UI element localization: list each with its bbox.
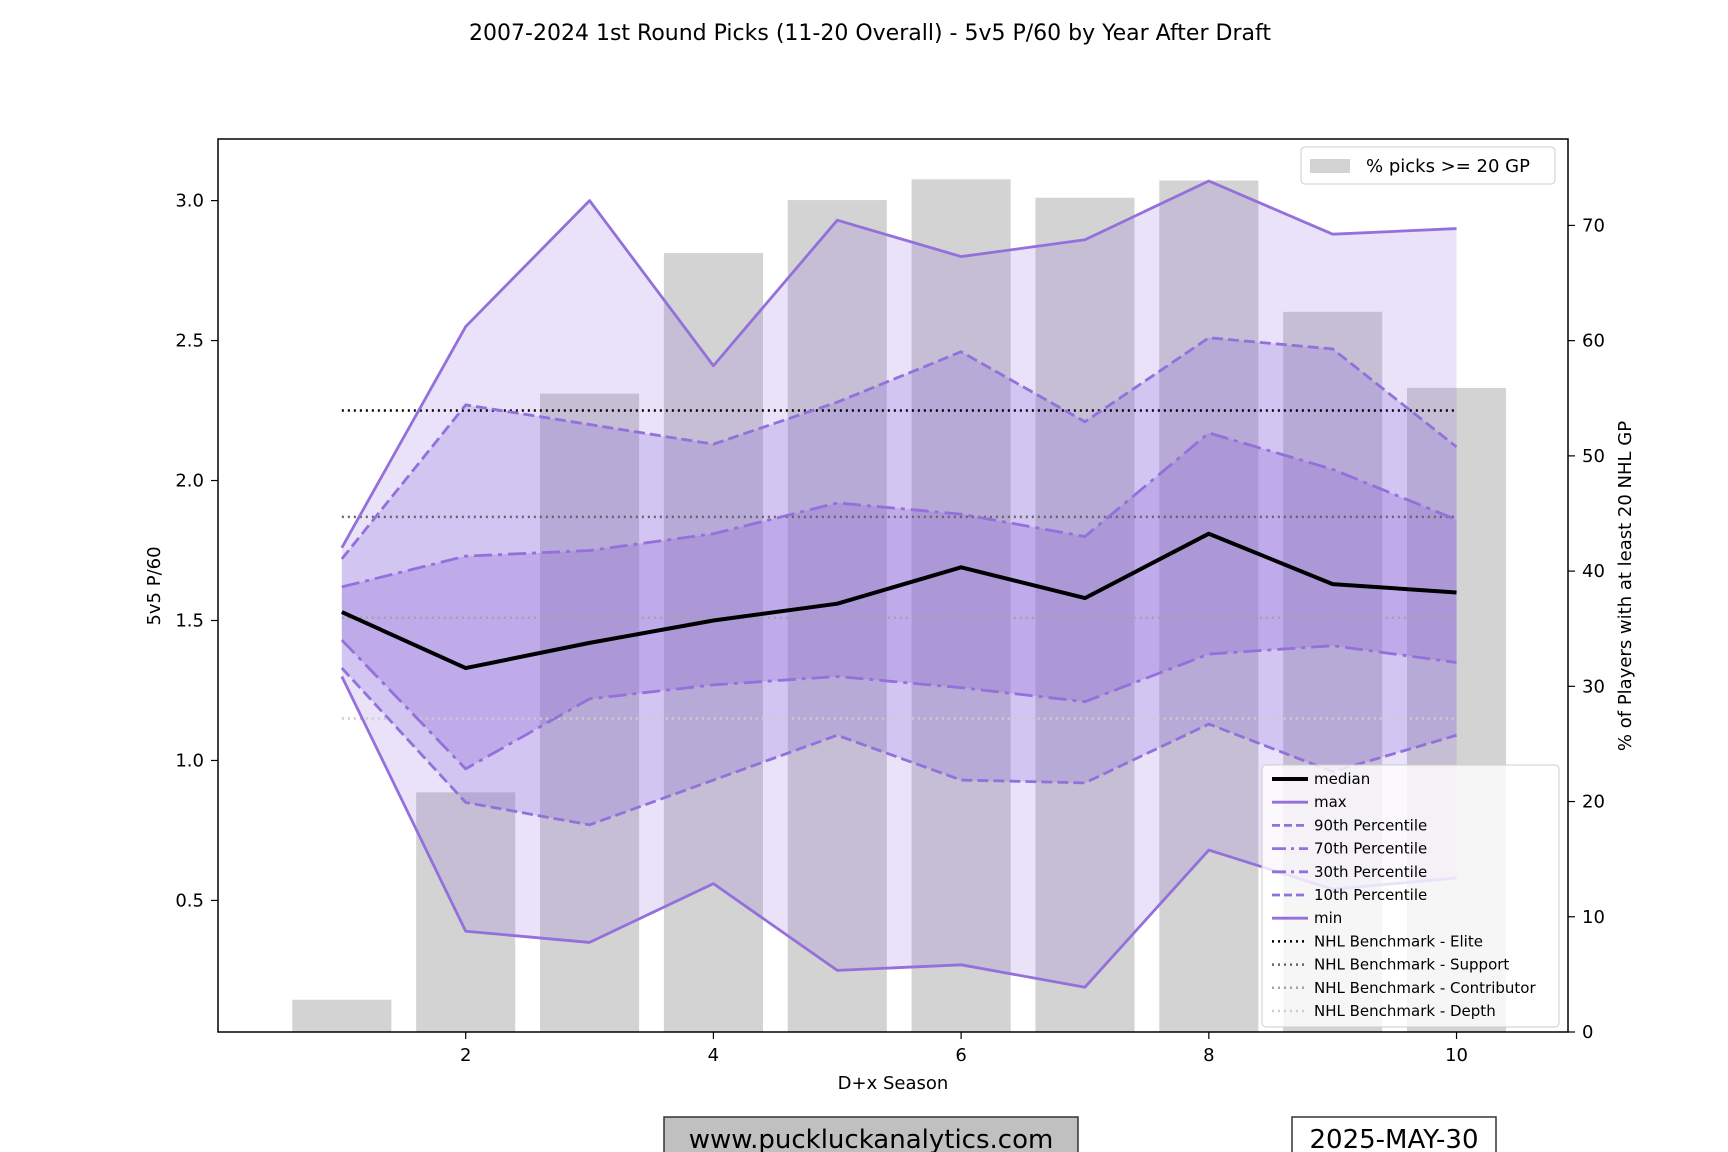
series-line <box>340 179 1457 549</box>
x-axis-label: D+x Season <box>838 1073 949 1094</box>
y2-tick-label: 50 <box>1582 446 1605 467</box>
plot-frame <box>217 138 1569 1033</box>
band <box>341 432 1457 769</box>
date-box: 2025-MAY-30 <box>1291 1116 1497 1152</box>
y2-tick-label: 10 <box>1582 907 1605 928</box>
x-tick-label: 4 <box>708 1045 719 1066</box>
legend-label: NHL Benchmark - Elite <box>1314 932 1483 950</box>
legend-label: 70th Percentile <box>1314 840 1427 858</box>
y-tick-label: 2.5 <box>175 331 204 352</box>
y-tick-label: 1.5 <box>175 610 204 631</box>
legend-label: NHL Benchmark - Support <box>1314 956 1509 974</box>
x-axis: 2 4 6 8 10 <box>460 1032 1468 1066</box>
y-tick-label: 2.0 <box>175 471 204 492</box>
y2-axis: 0 10 20 30 40 50 60 70 <box>1568 215 1605 1043</box>
line-series <box>340 179 1458 989</box>
bar <box>292 999 392 1032</box>
y2-tick-label: 30 <box>1582 676 1605 697</box>
bar <box>663 253 763 1032</box>
legend-label: 30th Percentile <box>1314 863 1427 881</box>
legend-lines: median max 90th Percentile 70th Percentile 3… <box>1261 764 1560 1028</box>
website-box[interactable]: www.puckluckanalytics.com <box>663 1116 1079 1152</box>
chart-title: 2007-2024 1st Round Picks (11-20 Overall… <box>469 21 1271 46</box>
bar <box>911 179 1011 1032</box>
legend-bars-label: % picks >= 20 GP <box>1366 156 1530 177</box>
y2-tick-label: 0 <box>1582 1022 1593 1043</box>
date-label: 2025-MAY-30 <box>1309 1125 1478 1152</box>
legend-label: max <box>1314 793 1347 811</box>
y-axis-label: 5v5 P/60 <box>144 546 165 625</box>
legend-label: 90th Percentile <box>1314 816 1427 834</box>
legend-label: NHL Benchmark - Contributor <box>1314 979 1536 997</box>
series-line <box>340 667 1457 827</box>
y2-tick-label: 40 <box>1582 561 1605 582</box>
x-tick-label: 10 <box>1445 1045 1468 1066</box>
legend-bars-frame <box>1300 146 1556 185</box>
website-label: www.puckluckanalytics.com <box>689 1125 1054 1152</box>
y2-axis-label: % of Players with at least 20 NHL GP <box>1615 421 1636 751</box>
bar <box>1035 197 1135 1033</box>
legend-bars-swatch <box>1310 159 1350 173</box>
legend-bars: % picks >= 20 GP <box>1300 146 1556 185</box>
x-tick-label: 2 <box>460 1045 471 1066</box>
legend-label: median <box>1314 770 1370 788</box>
bar <box>1159 180 1259 1032</box>
x-tick-label: 6 <box>955 1045 966 1066</box>
legend-label: min <box>1314 909 1342 927</box>
legend-lines-frame <box>1261 764 1560 1028</box>
bar <box>787 200 887 1032</box>
legend-label: 10th Percentile <box>1314 886 1427 904</box>
x-tick-label: 8 <box>1203 1045 1214 1066</box>
bar-series <box>292 179 1507 1033</box>
y-tick-label: 0.5 <box>175 890 204 911</box>
y-tick-label: 1.0 <box>175 750 204 771</box>
y2-tick-label: 20 <box>1582 792 1605 813</box>
bar <box>416 792 516 1032</box>
series-line <box>340 639 1457 771</box>
legend-label: NHL Benchmark - Depth <box>1314 1002 1496 1020</box>
y-tick-label: 3.0 <box>175 191 204 212</box>
series-line <box>341 531 1457 671</box>
series-line <box>340 336 1458 560</box>
y-axis: 0.5 1.0 1.5 2.0 2.5 3.0 <box>175 191 218 911</box>
y2-tick-label: 70 <box>1582 215 1605 236</box>
y2-tick-label: 60 <box>1582 331 1605 352</box>
